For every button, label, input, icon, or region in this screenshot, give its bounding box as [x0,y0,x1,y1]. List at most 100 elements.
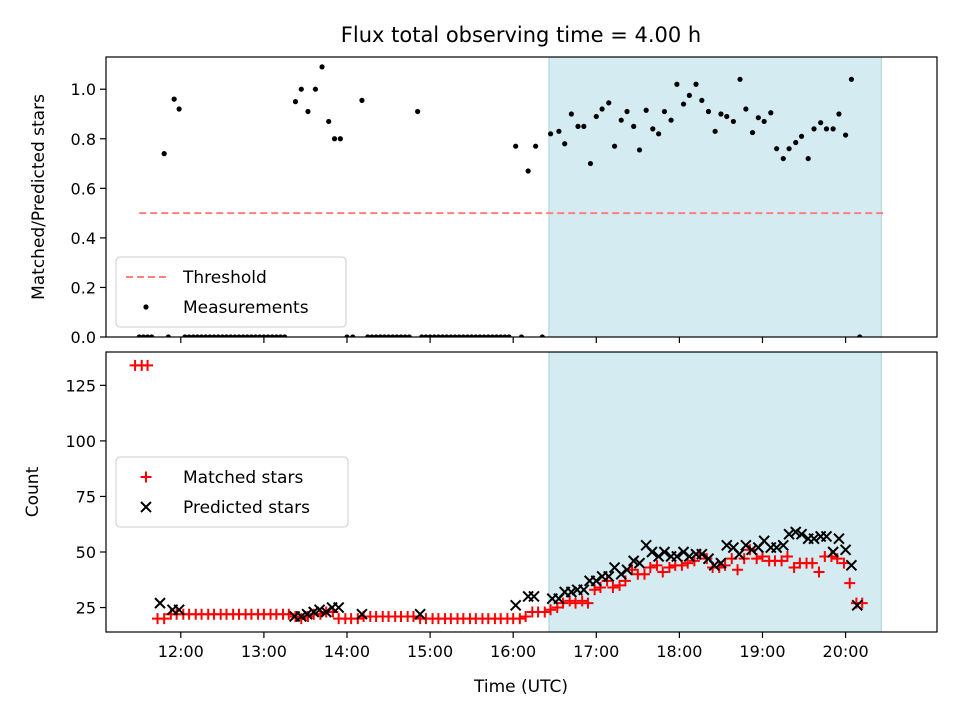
data-point [423,334,429,337]
data-point [745,544,758,556]
data-point [489,334,496,337]
data-point [282,334,288,337]
data-point [277,334,284,337]
data-point [780,155,786,162]
data-point [456,334,462,337]
data-point [614,579,626,591]
data-point [381,334,387,337]
data-point [755,115,761,121]
data-point [795,528,808,540]
data-point [332,601,345,614]
data-point [452,334,458,337]
data-point [733,548,745,560]
data-point [158,613,170,625]
data-point [719,559,731,571]
data-point [633,557,646,569]
data-point [547,131,554,137]
plot-area [129,359,868,625]
x-tick-label: 17:00 [573,642,619,661]
data-point [207,334,213,337]
data-point [589,584,601,596]
data-point [650,126,656,132]
data-point [661,108,668,115]
data-point [844,577,856,589]
data-point [651,559,663,571]
x-tick-label: 13:00 [241,642,287,661]
data-point [444,334,450,337]
data-point [236,334,242,337]
data-point [686,92,692,99]
data-point [493,334,500,337]
data-point [715,557,727,569]
data-point [671,550,683,563]
data-point [624,108,630,115]
data-point [693,81,699,87]
data-point [176,106,182,112]
data-point [149,334,155,337]
data-point [301,608,313,620]
data-point [198,334,205,337]
data-point [369,334,375,337]
data-point [781,550,793,562]
data-point [718,111,724,117]
data-point [683,550,696,563]
data-point [833,532,845,545]
data-point [435,334,441,337]
data-point [827,546,839,558]
axes-frame [105,351,938,633]
x-tick-label: 16:00 [490,642,536,661]
data-point [477,334,483,337]
data-point [576,595,588,607]
data-point [165,334,171,337]
y-axis-label: Count [23,466,43,517]
data-point [144,334,151,337]
data-point [603,570,615,583]
data-point [811,126,817,132]
data-point [851,599,863,612]
observing-interval-shade [548,351,882,633]
data-point [732,564,744,576]
data-point [842,132,849,138]
count-panel: 25 50 75 100 125 12:00 13:00 14:00 15:00 16:00 17:… [23,351,938,661]
data-point [312,86,319,92]
data-point [768,110,774,116]
x-tick-label: 19:00 [739,642,785,661]
data-point [539,334,545,337]
data-point [194,334,201,337]
data-point [638,568,650,580]
data-point [514,613,526,625]
data-point [582,597,594,609]
data-point [636,147,643,153]
data-point [699,97,705,103]
data-point [606,100,612,106]
data-point [806,557,818,569]
y-tick-label: 0.4 [71,229,96,248]
y-tick-label: 0.2 [71,278,96,297]
data-point [525,168,531,174]
data-point [676,559,688,571]
data-point [485,334,491,337]
data-point [838,557,850,569]
data-point [223,334,230,337]
data-point [448,334,454,337]
data-point [818,120,824,126]
data-point [518,334,525,337]
data-point [749,129,756,136]
data-point [506,334,512,337]
data-point [498,334,504,337]
data-point [528,590,540,603]
chart-title: Flux total observing time = 4.00 h [341,23,701,47]
y-tick-label: 100 [65,432,96,451]
data-point [252,334,259,337]
data-point [419,334,425,337]
data-point [427,334,433,337]
data-point [823,126,830,132]
data-point [257,334,263,337]
data-point [721,539,733,552]
data-point [805,155,811,162]
data-point [431,334,437,337]
data-point [631,123,637,129]
data-point [776,555,788,567]
data-point [751,553,763,565]
data-point [607,582,619,594]
